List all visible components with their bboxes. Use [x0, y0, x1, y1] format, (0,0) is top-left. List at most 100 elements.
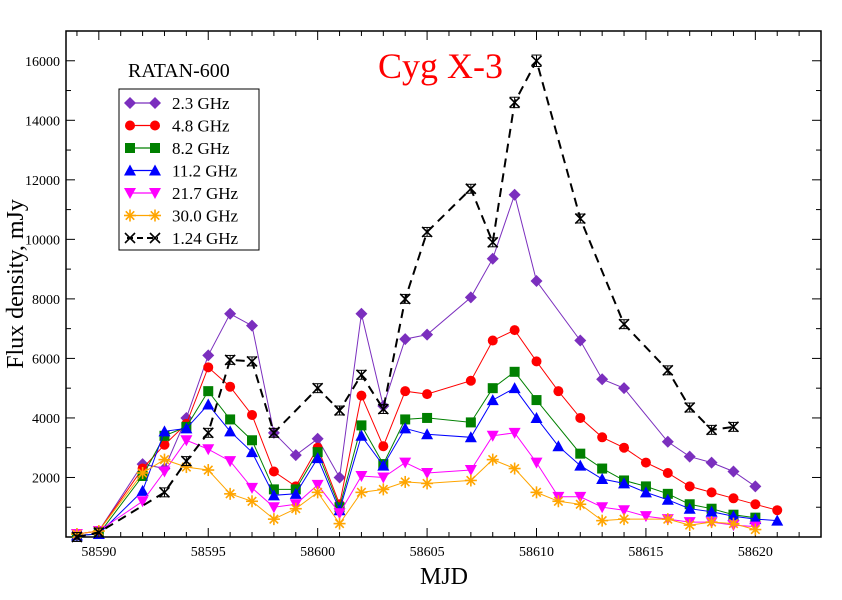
data-point	[399, 457, 412, 469]
y-tick-label: 14000	[25, 114, 60, 129]
legend-item: 1.24 GHz	[124, 229, 239, 248]
data-point	[486, 430, 499, 442]
data-point	[683, 519, 696, 532]
legend-marker	[124, 232, 136, 244]
data-point	[749, 513, 762, 525]
x-tick-label: 58620	[738, 545, 773, 560]
data-point	[289, 502, 302, 515]
data-point	[574, 212, 586, 225]
data-point	[465, 183, 477, 195]
data-point	[618, 477, 631, 489]
data-point	[158, 453, 171, 466]
data-point	[530, 411, 543, 423]
data-point	[180, 455, 192, 467]
data-point	[311, 452, 324, 464]
data-point	[727, 510, 740, 522]
data-point	[530, 55, 543, 67]
series-21-7-ghz	[70, 427, 762, 541]
data-point	[661, 493, 674, 505]
data-point	[509, 366, 520, 377]
data-point	[180, 435, 193, 447]
data-point	[158, 466, 171, 478]
x-tick-label: 58595	[191, 545, 226, 560]
data-point	[202, 444, 215, 456]
data-point	[684, 401, 696, 414]
data-point	[596, 472, 609, 484]
data-point	[202, 398, 215, 410]
data-point	[640, 457, 651, 468]
legend-label: 11.2 GHz	[172, 162, 238, 181]
data-point	[661, 435, 674, 448]
data-point	[662, 468, 673, 479]
data-point	[355, 470, 368, 482]
data-point	[727, 517, 740, 530]
data-point	[333, 517, 346, 530]
legend-label: 1.24 GHz	[172, 229, 239, 248]
data-point	[574, 498, 587, 511]
data-point	[247, 409, 258, 420]
data-point	[421, 428, 434, 440]
data-point	[618, 505, 631, 517]
legend-marker	[124, 164, 136, 176]
legend-item: 11.2 GHz	[124, 162, 238, 181]
data-point	[486, 252, 499, 265]
legend-label: 8.2 GHz	[172, 139, 230, 158]
data-point	[508, 382, 521, 394]
legend-marker	[124, 97, 136, 109]
data-point	[422, 389, 433, 400]
data-point	[267, 502, 280, 514]
data-point	[639, 486, 652, 498]
data-point	[421, 226, 433, 238]
legend-marker	[150, 120, 160, 131]
x-tick-label: 58600	[300, 545, 335, 560]
plot-frame	[65, 30, 822, 538]
data-point	[421, 477, 434, 490]
y-tick-label: 16000	[25, 55, 60, 70]
data-point	[311, 479, 324, 491]
data-point	[464, 291, 477, 304]
data-point	[378, 441, 389, 452]
data-point	[136, 467, 149, 480]
data-point	[377, 472, 390, 484]
y-tick-label: 12000	[25, 174, 60, 189]
data-point	[596, 373, 609, 386]
legend-label: 30.0 GHz	[172, 207, 239, 226]
data-point	[224, 307, 237, 320]
data-point	[530, 486, 543, 499]
data-point	[333, 404, 346, 417]
data-point	[399, 422, 412, 434]
data-point	[421, 328, 434, 341]
data-point	[465, 375, 476, 386]
data-point	[246, 355, 258, 367]
legend-marker	[150, 143, 160, 153]
data-point	[574, 491, 587, 503]
data-point	[574, 334, 587, 347]
data-point	[705, 516, 718, 529]
legend-marker	[125, 143, 135, 153]
data-point	[203, 362, 214, 373]
data-point	[355, 486, 368, 499]
x-axis-label: MJD	[420, 564, 468, 590]
data-point	[203, 386, 214, 397]
data-point	[553, 386, 564, 397]
data-point	[727, 465, 740, 478]
data-point	[180, 422, 193, 434]
data-point	[399, 475, 412, 488]
data-point	[684, 481, 695, 492]
data-point	[487, 236, 499, 248]
series-layer	[70, 54, 784, 543]
data-point	[268, 466, 279, 477]
x-tick-label: 58615	[628, 545, 663, 560]
data-point	[639, 511, 652, 523]
data-point	[575, 448, 586, 459]
series-line	[76, 192, 756, 535]
data-point	[71, 531, 83, 543]
data-point	[771, 514, 784, 526]
data-point	[400, 414, 411, 425]
data-point	[159, 439, 170, 450]
data-point	[597, 463, 608, 474]
legend-item: 8.2 GHz	[125, 139, 230, 158]
data-point	[246, 495, 259, 508]
data-point	[289, 449, 302, 462]
